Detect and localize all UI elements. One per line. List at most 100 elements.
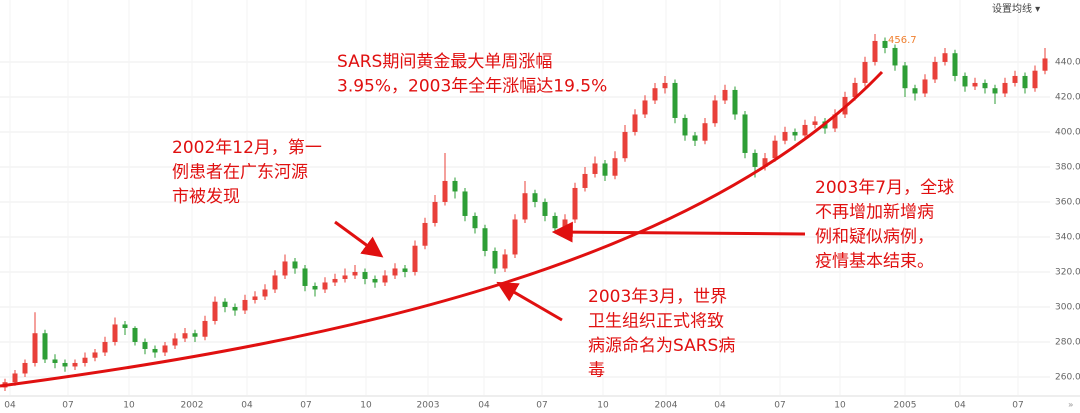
candle-body <box>142 341 148 349</box>
candle-body <box>532 193 538 202</box>
annotation: SARS期间黄金最大单周涨幅 <box>337 52 552 72</box>
candle-body <box>452 180 458 192</box>
x-tick-label: 2004 <box>655 401 678 411</box>
candle-body <box>82 357 88 363</box>
candle-body <box>132 327 138 342</box>
candle-body <box>442 180 448 202</box>
y-tick-label: 280.00 <box>1055 337 1080 347</box>
candle-body <box>972 82 978 87</box>
x-tick-label: 07 <box>300 401 311 411</box>
x-tick-label: 2005 <box>894 401 917 411</box>
candle-body <box>412 245 418 272</box>
scroll-icon[interactable]: » <box>1068 401 1074 411</box>
candle-body <box>42 333 48 360</box>
candle-body <box>642 100 648 115</box>
candle-body <box>902 65 908 89</box>
candle-body <box>552 215 558 229</box>
candle-body <box>592 163 598 174</box>
annotation: 卫生组织正式将致 <box>588 312 724 332</box>
candle-body <box>962 75 968 87</box>
candle-body <box>202 320 208 337</box>
candle-body <box>382 275 388 283</box>
y-tick-label: 260.00 <box>1055 372 1080 382</box>
candle-body <box>712 100 718 124</box>
x-tick-label: 07 <box>1012 401 1023 411</box>
candle-body <box>512 219 518 255</box>
candle-body <box>992 88 998 94</box>
ma-button[interactable]: 设置均线 ▾ <box>992 2 1040 15</box>
candle-body <box>482 228 488 251</box>
y-tick-label: 440.00 <box>1055 57 1080 67</box>
y-tick-label: 400.00 <box>1055 127 1080 137</box>
candle-body <box>122 324 128 328</box>
candle-body <box>662 82 668 89</box>
y-tick-label: 340.00 <box>1055 232 1080 242</box>
annotation: 3.95%，2003年全年涨幅达19.5% <box>337 77 607 97</box>
y-tick-label: 300.00 <box>1055 302 1080 312</box>
candle-body <box>952 53 958 76</box>
candle-body <box>462 191 468 216</box>
candle-body <box>1002 82 1008 94</box>
y-tick-label: 360.00 <box>1055 197 1080 207</box>
candle-body <box>272 275 278 290</box>
x-tick-label: 07 <box>774 401 785 411</box>
candle-body <box>782 131 788 141</box>
candle-body <box>432 201 438 223</box>
arrow <box>334 220 384 258</box>
candle-body <box>752 152 758 167</box>
candle-body <box>572 187 578 220</box>
candle-body <box>172 338 178 346</box>
x-tick-label: 2003 <box>417 401 440 411</box>
annotation: 例和疑似病例， <box>815 227 934 247</box>
candle-body <box>872 40 878 62</box>
annotation: 病源命名为SARS病 <box>588 336 735 356</box>
candle-body <box>102 341 108 353</box>
x-tick-label: 07 <box>536 401 547 411</box>
candle-body <box>372 278 378 283</box>
candle-body <box>672 82 678 118</box>
candle-body <box>852 82 858 97</box>
candle-body <box>252 296 258 300</box>
candle-body <box>542 201 548 216</box>
candle-body <box>62 362 68 367</box>
candle-body <box>1012 75 1018 83</box>
candle-body <box>562 219 568 229</box>
candle-body <box>292 261 298 269</box>
candle-body <box>832 114 838 129</box>
annotation: 2003年3月，世界 <box>588 287 727 307</box>
candle-body <box>932 61 938 80</box>
candle-body <box>242 299 248 311</box>
candle-body <box>182 333 188 339</box>
candle-body <box>192 333 198 337</box>
candle-body <box>802 124 808 136</box>
candle-body <box>762 158 768 167</box>
candle-body <box>422 222 428 246</box>
x-tick-label: 04 <box>241 401 253 411</box>
y-tick-label: 380.00 <box>1055 162 1080 172</box>
peak-label: 456.7 <box>888 35 917 46</box>
candle-body <box>792 131 798 136</box>
candle-body <box>212 301 218 321</box>
candle-body <box>52 359 58 363</box>
annotation: 2002年12月，第一 <box>172 138 322 158</box>
candle-body <box>502 254 508 269</box>
x-tick-label: 10 <box>360 401 372 411</box>
candle-body <box>12 373 18 383</box>
candle-body <box>982 82 988 89</box>
x-tick-label: 2002 <box>181 401 204 411</box>
candle-body <box>742 114 748 153</box>
x-tick-label: 10 <box>597 401 609 411</box>
annotation: 市被发现 <box>172 187 240 207</box>
candle-body <box>342 275 348 279</box>
x-tick-label: 04 <box>478 401 490 411</box>
x-tick-label: 10 <box>123 401 135 411</box>
candle-body <box>362 271 368 279</box>
x-tick-label: 07 <box>62 401 73 411</box>
candle-body <box>402 268 408 272</box>
annotation: 疫情基本结束。 <box>815 252 934 272</box>
candle-body <box>1042 58 1048 71</box>
candle-body <box>692 135 698 141</box>
candle-body <box>112 324 118 342</box>
candle-body <box>812 121 818 125</box>
